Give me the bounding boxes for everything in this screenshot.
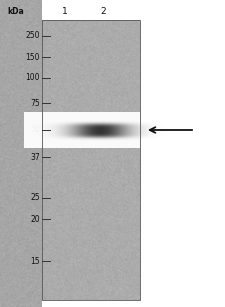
Text: 150: 150 [25, 52, 40, 61]
Text: 100: 100 [25, 73, 40, 83]
Text: 75: 75 [30, 99, 40, 107]
Text: 50: 50 [30, 126, 40, 134]
Text: 250: 250 [25, 32, 40, 41]
Bar [0, 0, 42, 307]
Text: 25: 25 [30, 193, 40, 203]
Text: 15: 15 [30, 257, 40, 266]
Bar [42, 20, 140, 300]
Text: 2: 2 [100, 6, 106, 15]
Text: kDa: kDa [7, 6, 24, 15]
Text: 20: 20 [30, 215, 40, 223]
Text: 1: 1 [62, 6, 68, 15]
Text: 37: 37 [30, 153, 40, 161]
